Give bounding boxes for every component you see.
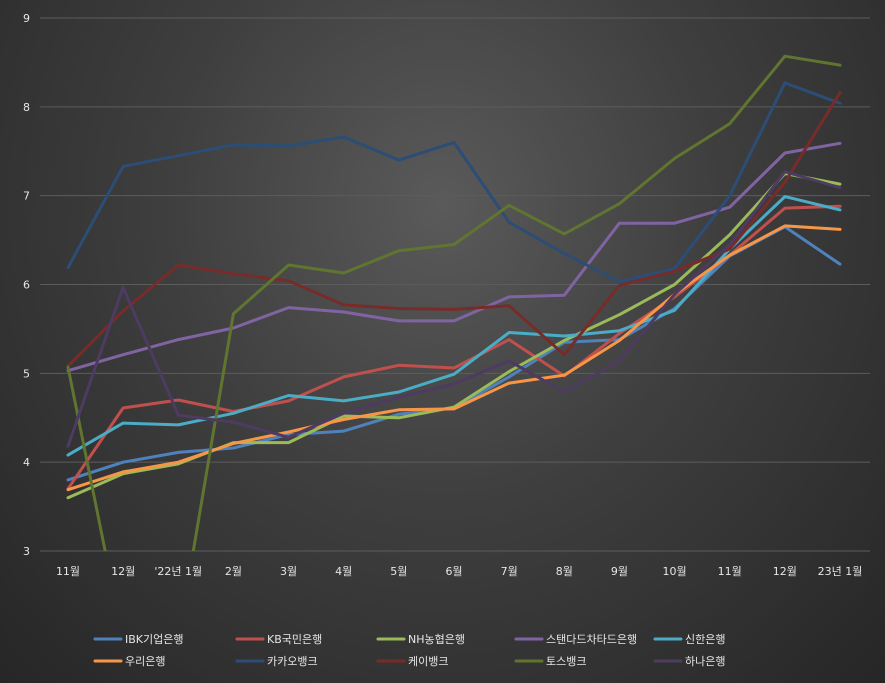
x-tick-label: 8월: [556, 565, 573, 578]
series-line: [66, 91, 842, 368]
x-tick-label: 6월: [445, 565, 462, 578]
legend-label: 토스뱅크: [546, 655, 586, 668]
legend-label: 하나은행: [685, 654, 725, 668]
y-tick-label: 5: [23, 367, 30, 380]
x-tick-label: 11월: [56, 565, 80, 578]
legend-label: IBK기업은행: [125, 633, 183, 646]
y-tick-label: 4: [23, 456, 30, 469]
legend-label: KB국민은행: [267, 633, 322, 646]
x-tick-label: 5월: [390, 565, 407, 578]
y-axis-ticks: 3 4 5 6 7 8 9: [23, 12, 30, 558]
y-tick-label: 6: [23, 279, 30, 292]
x-tick-label: 23년 1월: [818, 565, 863, 578]
series-line: [66, 170, 842, 448]
x-tick-label: 9월: [611, 565, 628, 578]
series-line: [66, 224, 842, 492]
series-line: [66, 141, 842, 373]
x-tick-label: 7월: [501, 565, 518, 578]
legend-label: 카카오뱅크: [267, 655, 318, 668]
x-axis-ticks: 11월 12월 '22년 1월 2월 3월 4월 5월 6월 7월 8월 9월 10월 11월 12월 23…: [56, 565, 862, 578]
series-line: [66, 172, 842, 500]
legend-label: 신한은행: [685, 633, 725, 646]
x-tick-label: 3월: [280, 565, 297, 578]
x-tick-label: 11월: [718, 565, 742, 578]
legend-label: 스탠다드차타드은행: [546, 633, 637, 646]
x-tick-label: 10월: [663, 565, 687, 578]
x-tick-label: 2월: [225, 565, 242, 578]
series-line: [66, 81, 842, 284]
x-tick-label: 12월: [111, 565, 135, 578]
y-tick-label: 8: [23, 101, 30, 114]
x-tick-label: 12월: [773, 565, 797, 578]
series-line: [66, 54, 842, 551]
series-lines: [66, 54, 842, 551]
y-tick-label: 3: [23, 545, 30, 558]
legend-label: NH농협은행: [408, 633, 465, 646]
y-tick-label: 9: [23, 12, 30, 25]
x-tick-label: '22년 1월: [154, 565, 202, 578]
legend-label: 우리은행: [125, 655, 165, 668]
y-tick-label: 7: [23, 190, 30, 203]
legend-label: 케이뱅크: [408, 655, 448, 668]
x-tick-label: 4월: [335, 565, 352, 578]
gridlines: [40, 17, 870, 552]
